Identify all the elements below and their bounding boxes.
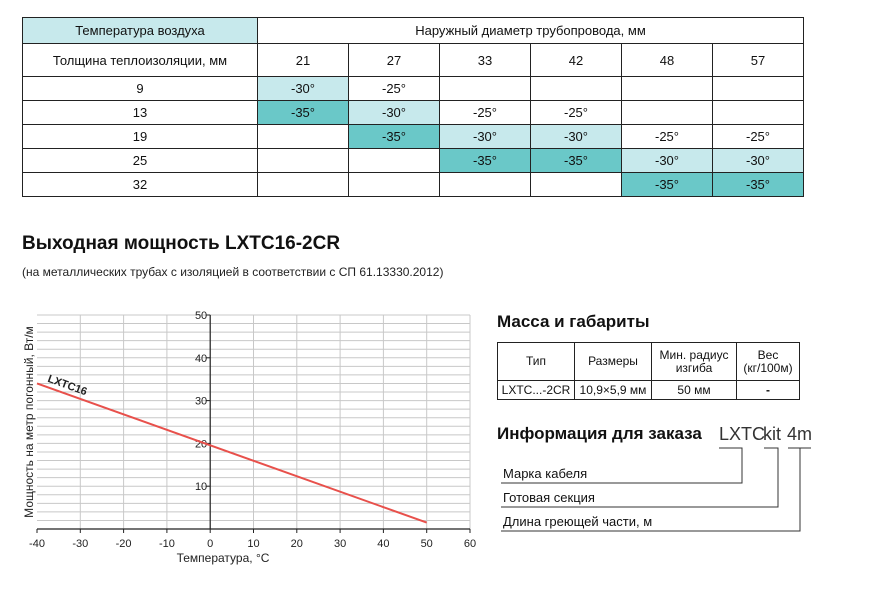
table-row: 9 -30° -25° (22, 76, 804, 101)
mass-cell-size: 10,9×5,9 мм (574, 380, 652, 400)
insulation-thickness: 32 (22, 172, 258, 197)
mass-header-radius: Мин. радиус изгиба (651, 342, 737, 381)
table-row: 19 -35° -30° -30° -25° -25° (22, 124, 804, 149)
table-row: 32 -35° -35° (22, 172, 804, 197)
order-label-kit: Готовая секция (503, 490, 595, 505)
x-tick-label: 60 (464, 538, 476, 550)
temp-cell (621, 76, 713, 101)
y-tick-label: 40 (195, 353, 207, 365)
temp-cell (712, 100, 804, 125)
insulation-thickness: 25 (22, 148, 258, 173)
x-tick-label: -30 (72, 538, 88, 550)
temp-cell: -30° (348, 100, 440, 125)
temp-cell (530, 172, 622, 197)
temp-cell (621, 100, 713, 125)
diameter-header-27: 27 (348, 43, 440, 77)
temp-cell: -35° (348, 124, 440, 149)
temp-cell (257, 172, 349, 197)
temp-cell: -35° (439, 148, 531, 173)
temp-cell: -35° (621, 172, 713, 197)
order-code-brand: LXTC (719, 424, 766, 444)
diameter-header-57: 57 (712, 43, 804, 77)
table-row: 13 -35° -30° -25° -25° (22, 100, 804, 125)
temp-cell: -35° (530, 148, 622, 173)
temp-cell (348, 148, 440, 173)
mass-cell-weight: - (736, 380, 800, 400)
mass-header-size: Размеры (574, 342, 652, 381)
insulation-thickness: 9 (22, 76, 258, 101)
order-label-length: Длина греющей части, м (503, 514, 653, 529)
temp-cell: -30° (439, 124, 531, 149)
order-label-brand: Марка кабеля (503, 466, 588, 481)
series-line-lxtc16 (36, 382, 428, 524)
temp-cell: -25° (530, 100, 622, 125)
x-axis-label: Температура, °С (177, 551, 270, 565)
x-tick-label: 50 (421, 538, 433, 550)
temp-cell: -30° (621, 148, 713, 173)
y-axis-label: Мощность на метр погонный, Вт/м (22, 326, 36, 518)
temperature-table: Температура воздуха Наружный диаметр тру… (22, 17, 804, 197)
order-code-length: 4m (787, 424, 813, 444)
temp-cell (348, 172, 440, 197)
diameter-header-33: 33 (439, 43, 531, 77)
mass-title: Масса и габариты (497, 312, 650, 331)
x-tick-label: 10 (247, 538, 259, 550)
temp-cell: -35° (712, 172, 804, 197)
temp-cell: -25° (621, 124, 713, 149)
insulation-thickness: 13 (22, 100, 258, 125)
mass-cell-type: LXTC...-2CR (497, 380, 575, 400)
x-tick-label: 20 (291, 538, 303, 550)
diameter-header-42: 42 (530, 43, 622, 77)
temp-cell: -30° (257, 76, 349, 101)
x-tick-label: 40 (377, 538, 389, 550)
temp-cell: -25° (348, 76, 440, 101)
temp-cell: -30° (712, 148, 804, 173)
table-row: 25 -35° -35° -30° -30° (22, 148, 804, 173)
temp-cell (712, 76, 804, 101)
diameter-header-48: 48 (621, 43, 713, 77)
temp-cell (530, 76, 622, 101)
chart-series: LXTC16 (36, 373, 428, 524)
insulation-thickness: 19 (22, 124, 258, 149)
chart-grid (37, 314, 471, 529)
order-title: Информация для заказа (497, 424, 702, 443)
x-tick-label: -10 (159, 538, 175, 550)
x-tick-label: -40 (29, 538, 45, 550)
pipe-diameter-header: Наружный диаметр трубопровода, мм (257, 17, 804, 44)
power-title: Выходная мощность LXTC16-2CR (22, 233, 341, 254)
y-tick-label: 50 (195, 310, 207, 322)
mass-header-type: Тип (497, 342, 575, 381)
diameter-header-21: 21 (257, 43, 349, 77)
x-tick-label: 30 (334, 538, 346, 550)
temp-cell: -25° (712, 124, 804, 149)
mass-table: Тип Размеры Мин. радиус изгиба Вес (кг/1… (497, 342, 800, 400)
mass-header-weight: Вес (кг/100м) (736, 342, 800, 381)
mass-cell-radius: 50 мм (651, 380, 737, 400)
temp-cell: -25° (439, 100, 531, 125)
y-tick-label: 30 (195, 396, 207, 408)
order-code-kit: kit (763, 424, 781, 444)
insulation-header: Толщина теплоизоляции, мм (22, 43, 258, 77)
temp-cell: -30° (530, 124, 622, 149)
temp-cell (439, 76, 531, 101)
air-temp-header: Температура воздуха (22, 17, 258, 44)
x-tick-label: 0 (207, 538, 213, 550)
temp-cell (439, 172, 531, 197)
temp-cell (257, 148, 349, 173)
temp-cell (257, 124, 349, 149)
y-tick-label: 10 (195, 481, 207, 493)
x-tick-label: -20 (116, 538, 132, 550)
power-subtitle: (на металлических трубах с изоляцией в с… (22, 265, 444, 279)
temp-cell: -35° (257, 100, 349, 125)
